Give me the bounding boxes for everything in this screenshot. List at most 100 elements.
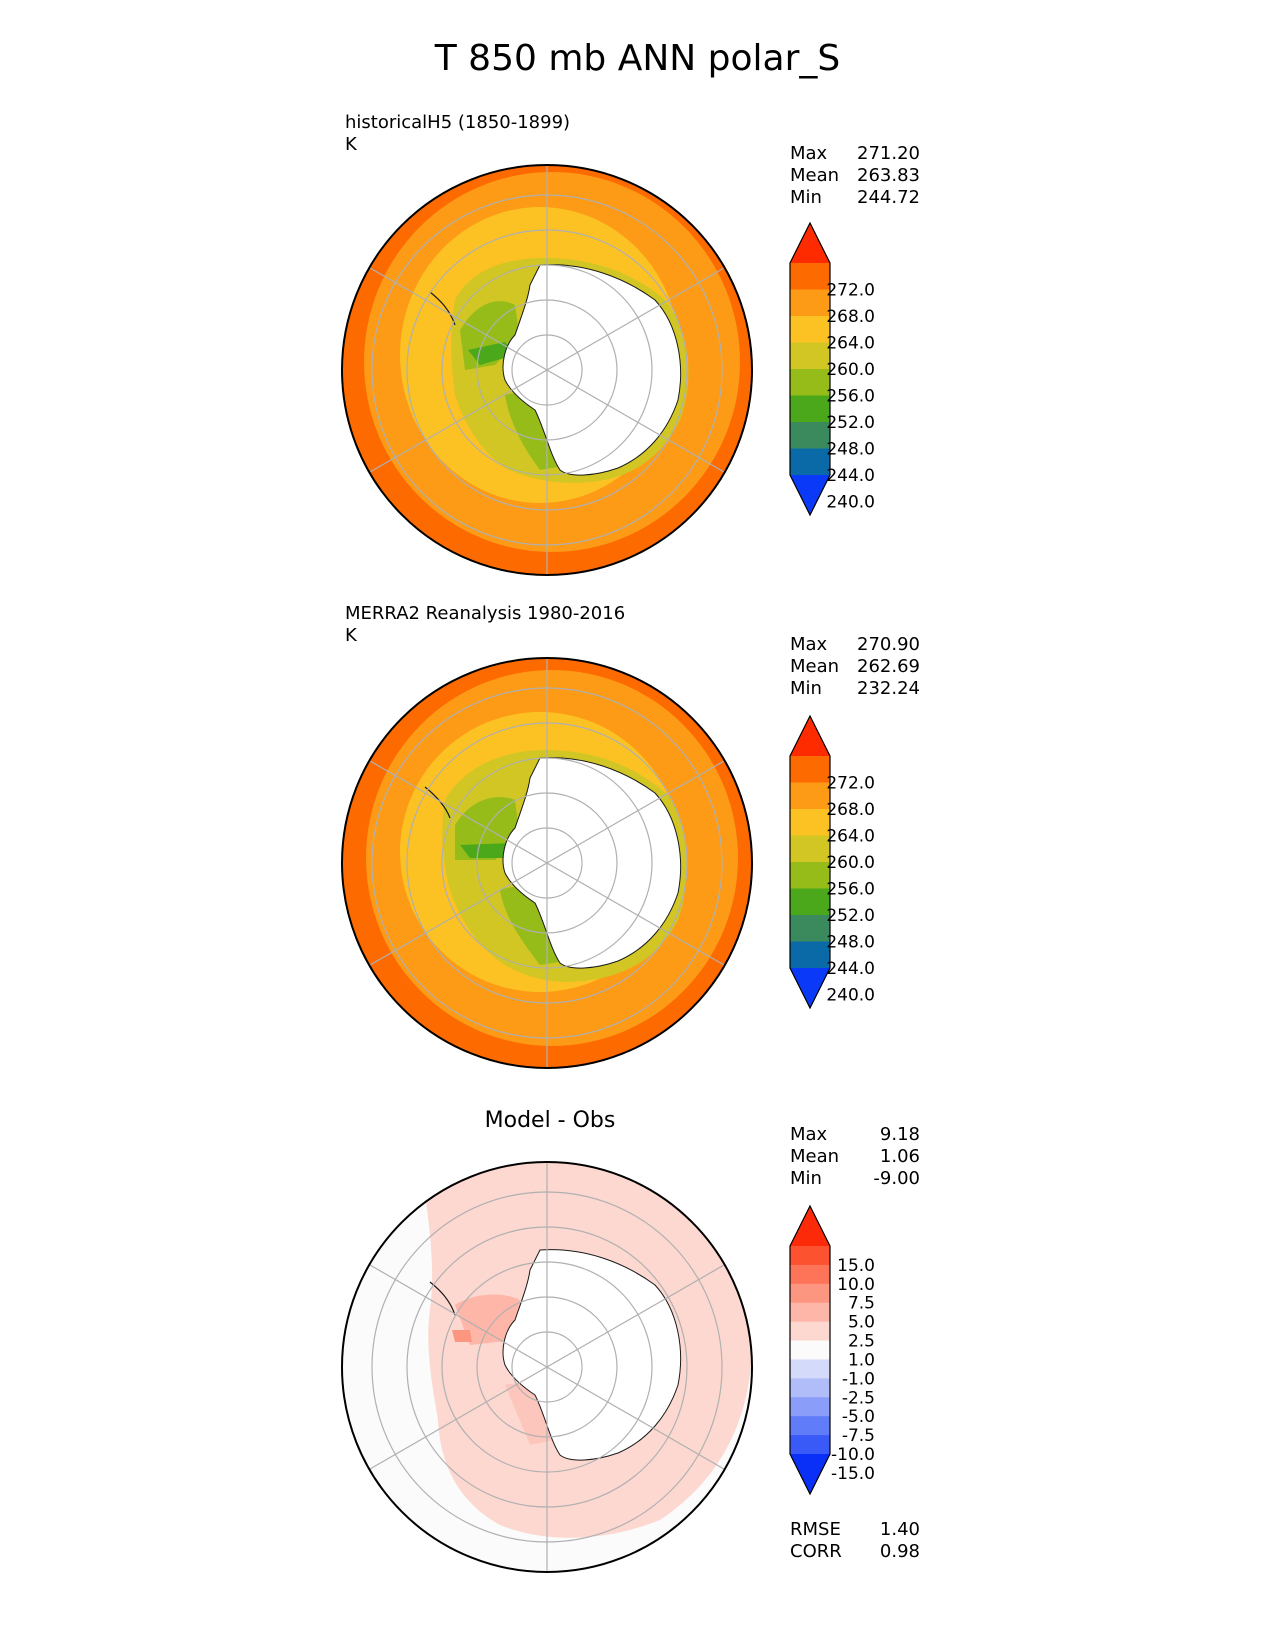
stat-value: 271.20	[857, 143, 920, 164]
panel3-map	[341, 1161, 753, 1573]
colorbar-extend-bottom	[790, 475, 830, 515]
stat-value: -9.00	[873, 1168, 920, 1189]
colorbar-tick-label: 252.0	[826, 906, 875, 926]
stat-name: Max	[790, 1124, 828, 1145]
colorbar-tick-label: 260.0	[826, 360, 875, 380]
colorbar-segment	[790, 1246, 830, 1266]
colorbar-segment	[790, 395, 830, 423]
metric-name: CORR	[790, 1541, 842, 1562]
colorbar-tick-label: 15.0	[837, 1256, 875, 1276]
colorbar-tick-label: 252.0	[826, 413, 875, 433]
colorbar-tick-label: 272.0	[826, 281, 875, 301]
colorbar-segment	[790, 1359, 830, 1379]
panel2-stats: Max 270.90 Mean 262.69 Min 232.24	[790, 634, 920, 700]
stat-name: Mean	[790, 1146, 840, 1167]
panel3-stats: Max 9.18 Mean 1.06 Min -9.00	[790, 1124, 920, 1190]
colorbar-segment	[790, 316, 830, 343]
colorbar-tick-label: 240.0	[826, 493, 875, 513]
colorbar-segment	[790, 756, 830, 783]
colorbar-segment	[790, 289, 830, 317]
map-boundary	[341, 1161, 753, 1573]
colorbar-segment	[790, 835, 830, 863]
stat-name: Mean	[790, 656, 840, 677]
stat-value: 232.24	[857, 678, 920, 699]
colorbar-tick-label: 268.0	[826, 307, 875, 327]
stat-value: 244.72	[857, 187, 920, 208]
colorbar-tick-label: 244.0	[826, 959, 875, 979]
stat-value: 263.83	[857, 165, 920, 186]
colorbar-extend-top	[790, 716, 830, 756]
colorbar-tick-label: 1.0	[848, 1350, 875, 1370]
peninsula-coast	[429, 1281, 456, 1316]
colorbar-segment	[790, 1302, 830, 1323]
panel1-title: historicalH5 (1850-1899)	[345, 112, 571, 133]
colorbar-segment	[790, 448, 830, 476]
stat-name: Min	[790, 187, 822, 208]
stat-value: 1.06	[879, 1146, 920, 1167]
colorbar-tick-label: 244.0	[826, 466, 875, 486]
figure-title: T 850 mb ANN polar_S	[434, 38, 841, 79]
colorbar-segment	[790, 915, 830, 942]
colorbar-segment	[790, 1378, 830, 1398]
panel2-map	[341, 657, 753, 1069]
colorbar-extend-top	[790, 223, 830, 263]
colorbar-tick-label: 256.0	[826, 880, 875, 900]
colorbar-segment	[790, 1264, 830, 1285]
colorbar-extend-top	[790, 1206, 830, 1246]
metric-name: RMSE	[790, 1519, 841, 1540]
lon-grid	[369, 658, 725, 1068]
colorbar-tick-label: 264.0	[826, 334, 875, 354]
colorbar-outline	[789, 714, 831, 1010]
stat-name: Min	[790, 1168, 822, 1189]
colorbar-segment	[790, 342, 830, 370]
colorbar-segment	[790, 1340, 830, 1360]
colorbar-segment	[790, 263, 830, 290]
colorbar-tick-label: 248.0	[826, 933, 875, 953]
metric-value: 1.40	[879, 1519, 920, 1540]
stat-value: 262.69	[857, 656, 920, 677]
panel1-units: K	[345, 134, 357, 155]
band-5-7.5	[452, 1330, 472, 1342]
stat-name: Mean	[790, 165, 840, 186]
panel3-metrics: RMSE 1.40 CORR 0.98	[790, 1519, 920, 1563]
panel2-colorbar: 272.0 268.0 264.0 260.0 256.0 252.0 248.0 244.0…	[789, 714, 875, 1010]
colorbar-tick-label: -2.5	[842, 1388, 875, 1408]
colorbar-tick-label: -10.0	[831, 1445, 875, 1465]
panel2-units: K	[345, 625, 357, 646]
colorbar-outline	[789, 1204, 831, 1496]
colorbar-tick-label: 264.0	[826, 827, 875, 847]
panel1-colorbar: 272.0 268.0 264.0 260.0 256.0 252.0 248.0 244.0…	[789, 221, 875, 517]
colorbar-tick-label: 5.0	[848, 1313, 875, 1333]
band-2.5-5	[455, 1294, 520, 1345]
colorbar-tick-label: 240.0	[826, 986, 875, 1006]
stat-name: Max	[790, 143, 828, 164]
panel3-colorbar: 15.010.07.55.02.51.0-1.0-2.5-5.0-7.5-10.…	[789, 1204, 875, 1496]
stat-name: Min	[790, 678, 822, 699]
colorbar-tick-label: 7.5	[848, 1294, 875, 1314]
colorbar-segment	[790, 809, 830, 836]
panel2-label: MERRA2 Reanalysis 1980-2016 K	[345, 603, 625, 647]
colorbar-segment	[790, 1435, 830, 1455]
panel1-stats: Max 271.20 Mean 263.83 Min 244.72	[790, 143, 920, 209]
colorbar-extend-bottom	[790, 1454, 830, 1494]
colorbar-tick-label: 260.0	[826, 853, 875, 873]
colorbar-tick-label: 2.5	[848, 1332, 875, 1352]
stat-value: 9.18	[879, 1124, 920, 1145]
colorbar-tick-label: -7.5	[842, 1426, 875, 1446]
stat-value: 270.90	[857, 634, 920, 655]
colorbar-tick-label: -15.0	[831, 1464, 875, 1484]
colorbar-segment	[790, 862, 830, 889]
colorbar-segment	[790, 369, 830, 396]
metric-value: 0.98	[879, 1541, 920, 1562]
map-boundary	[341, 164, 753, 576]
lon-grid	[369, 165, 725, 575]
panel2-title: MERRA2 Reanalysis 1980-2016	[345, 603, 626, 624]
band-248	[468, 342, 515, 365]
colorbar-tick-label: 268.0	[826, 800, 875, 820]
colorbar-tick-label: 256.0	[826, 387, 875, 407]
panel1-map	[341, 164, 753, 576]
colorbar-segment	[790, 1416, 830, 1436]
colorbar-segment	[790, 422, 830, 449]
colorbar-tick-label: -1.0	[842, 1369, 875, 1389]
